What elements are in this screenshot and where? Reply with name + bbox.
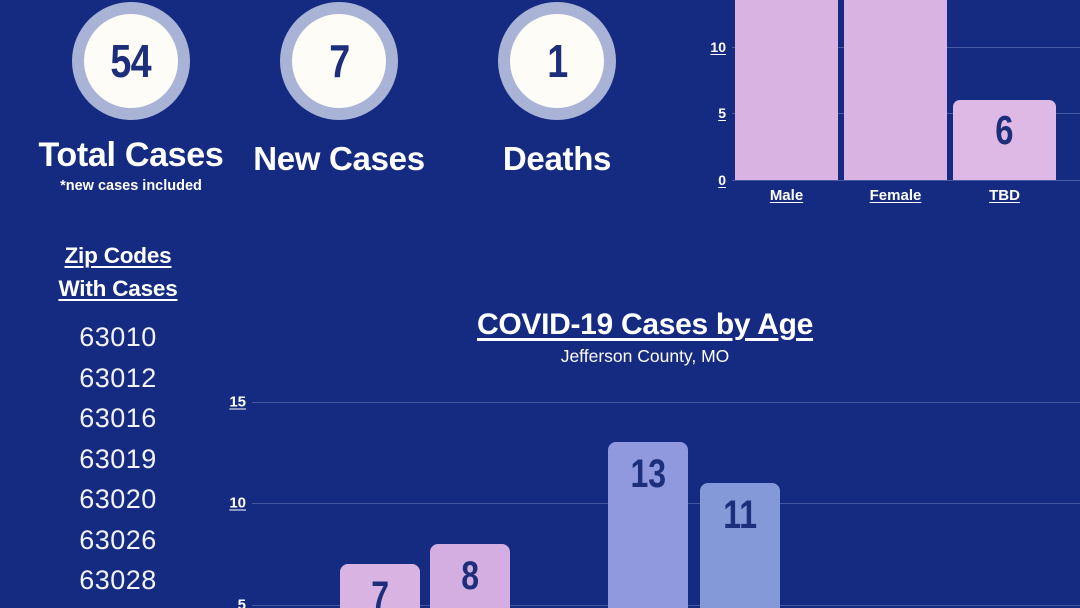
kpi-total-cases: 54 Total Cases *new cases included (12, 2, 250, 194)
kpi-deaths-value: 1 (546, 35, 568, 87)
kpi-circle-ring: 7 (280, 2, 398, 120)
bar-value-label: 13 (630, 452, 666, 497)
gender-bar (844, 0, 947, 180)
gender-bar: 6 (953, 99, 1056, 180)
zip-codes-list: 63010 63012 63016 63019 63020 63026 63028 63049 (18, 317, 218, 608)
y-axis-tick: 5 (718, 105, 726, 122)
y-axis-tick: 10 (229, 494, 246, 512)
kpi-deaths: 1 Deaths (452, 2, 662, 175)
kpi-new-cases-label: New Cases (253, 140, 425, 177)
zip-code-item: 63012 (79, 362, 157, 393)
bar-value-label: 7 (371, 573, 389, 608)
age-chart-plot: 5 10 15 7 8 13 11 (229, 393, 1080, 608)
bar-value-label: 23 (768, 0, 804, 180)
zip-code-item: 63028 (79, 565, 157, 596)
kpi-circle-disc: 7 (292, 14, 386, 108)
bar-value-label: 8 (461, 553, 479, 598)
kpi-total-cases-note: *new cases included (60, 178, 202, 194)
kpi-total-cases-value: 54 (110, 35, 152, 87)
kpi-circle-ring: 1 (498, 2, 616, 120)
zip-code-item: 63010 (79, 322, 157, 353)
zip-code-item: 63020 (79, 484, 157, 515)
zip-codes-heading-line1: Zip Codes (64, 243, 172, 268)
kpi-new-cases-value: 7 (328, 35, 350, 87)
age-chart-title: COVID-19 Cases by Age (476, 308, 814, 341)
kpi-row: 54 Total Cases *new cases included 7 New… (0, 0, 690, 230)
gender-bar: 23 (735, 0, 838, 180)
age-bar: 8 (430, 543, 510, 608)
zip-code-item: 63026 (79, 524, 157, 555)
gridline (732, 180, 1080, 181)
x-axis-label: TBD (989, 187, 1020, 204)
age-bar: 7 (340, 563, 420, 608)
kpi-total-cases-label: Total Cases (38, 136, 224, 174)
bar-value-label: 6 (995, 106, 1014, 153)
age-bar: 11 (700, 482, 780, 608)
kpi-circle-ring: 54 (72, 2, 190, 120)
y-axis-tick: 15 (229, 393, 246, 410)
zip-code-item: 63019 (79, 443, 157, 474)
age-chart-subtitle: Jefferson County, MO (560, 346, 730, 366)
kpi-deaths-label: Deaths (502, 140, 612, 177)
y-axis-tick: 5 (237, 596, 246, 608)
x-axis-label: Male (769, 187, 804, 204)
kpi-circle-disc: 54 (84, 14, 178, 108)
y-axis-tick: 10 (710, 38, 726, 55)
x-axis-label: Female (869, 187, 922, 204)
y-axis-tick: 0 (718, 172, 726, 188)
age-bar-chart: COVID-19 Cases by Age Jefferson County, … (210, 300, 1080, 608)
zip-codes-panel: Zip Codes With Cases 63010 63012 63016 6301… (18, 240, 218, 608)
age-bar: 13 (608, 442, 688, 608)
zip-code-item: 63016 (79, 403, 157, 434)
gridline (252, 401, 1080, 403)
zip-codes-heading-line2: With Cases (58, 275, 178, 301)
kpi-new-cases: 7 New Cases (232, 2, 446, 175)
zip-code-item: 63049 (18, 601, 218, 608)
gender-chart-plot: 051015236 (710, 0, 1080, 188)
bar-value-label: 11 (723, 492, 757, 537)
kpi-circle-disc: 1 (510, 14, 604, 108)
